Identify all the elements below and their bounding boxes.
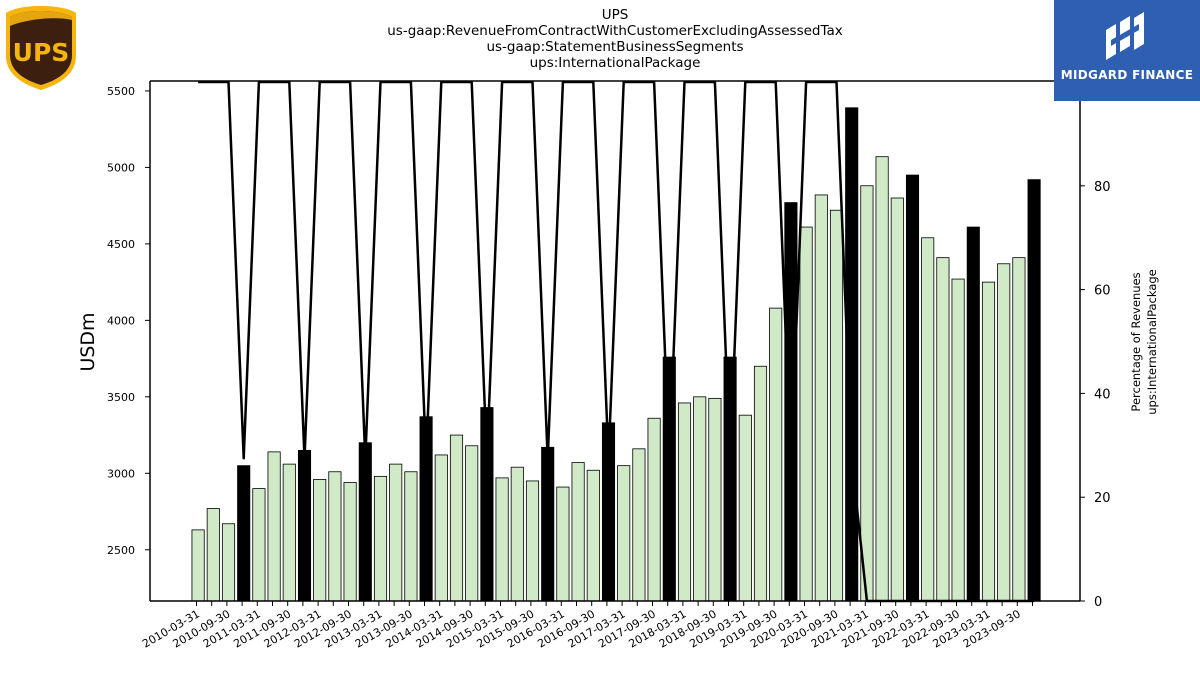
bar-2021-03-31 — [860, 185, 874, 602]
bar-2021-06-30 — [875, 156, 889, 602]
bar-2013-03-31 — [373, 475, 388, 602]
bar-2017-03-31 — [617, 465, 631, 602]
bar-2016-06-30 — [571, 462, 585, 602]
y-axis-ticks: 2500 3000 3500 4000 4500 5000 5500 — [107, 85, 150, 557]
bar-2018-06-30 — [693, 396, 707, 602]
bar-2019-03-31 — [738, 414, 752, 602]
bar-2014-03-31 — [434, 454, 448, 602]
bar-2014-06-30 — [449, 434, 464, 602]
bar-2013-06-30 — [389, 463, 403, 602]
bar-2019-12-31 — [784, 202, 798, 602]
bar-2012-03-31 — [313, 479, 327, 602]
bar-2020-09-30 — [829, 209, 844, 602]
bar-2022-09-30 — [951, 278, 965, 602]
ups-logo: UPS — [6, 6, 76, 90]
bar-2011-06-30 — [267, 451, 281, 602]
y-tick-label: 4000 — [107, 314, 135, 327]
bar-2011-03-31 — [252, 488, 266, 602]
y2-tick-label: 60 — [1094, 284, 1111, 299]
bar-2020-03-31 — [799, 226, 813, 602]
bar-2016-03-31 — [556, 486, 570, 602]
bar-2022-12-31 — [966, 226, 980, 602]
bar-2015-03-31 — [495, 477, 509, 602]
y-tick-label: 3500 — [107, 391, 135, 404]
bar-2017-06-30 — [632, 448, 646, 602]
y2-tick-label: 20 — [1094, 491, 1111, 506]
bar-2022-06-30 — [936, 257, 950, 602]
bar-series — [191, 107, 1041, 602]
bar-2021-12-31 — [905, 174, 920, 602]
bar-2013-09-30 — [404, 471, 418, 602]
bar-2015-12-31 — [541, 446, 555, 602]
bar-2014-09-30 — [465, 445, 479, 602]
bar-2018-03-31 — [677, 402, 692, 602]
bar-2011-12-31 — [297, 449, 312, 602]
y-tick-label: 4500 — [107, 238, 135, 251]
chart-subtitle-member: ups:InternationalPackage — [529, 55, 701, 71]
midgard-finance-logo: MIDGARD FINANCE — [1054, 0, 1200, 101]
y-tick-label: 5500 — [107, 85, 135, 98]
bar-2010-03-31 — [191, 529, 205, 602]
bar-2019-06-30 — [753, 365, 768, 602]
bar-2010-12-31 — [237, 465, 251, 602]
y-tick-label: 2500 — [107, 544, 135, 557]
bar-2022-03-31 — [921, 237, 935, 602]
bar-2010-09-30 — [221, 523, 236, 602]
bar-2017-09-30 — [647, 417, 661, 602]
bar-2012-06-30 — [328, 471, 342, 602]
bar-2016-09-30 — [586, 469, 600, 602]
y2-axis-ticks: 020406080100 — [1080, 76, 1119, 610]
midgard-mark-icon — [1106, 12, 1144, 60]
bar-2011-09-30 — [282, 463, 296, 602]
bar-2012-12-31 — [358, 442, 372, 602]
y2-tick-label: 40 — [1094, 387, 1111, 402]
bar-2019-09-30 — [769, 307, 783, 602]
bar-2018-12-31 — [723, 356, 737, 602]
bar-2023-03-31 — [981, 281, 996, 602]
chart-subtitle-concept: us-gaap:RevenueFromContractWithCustomerE… — [387, 23, 843, 39]
y2-tick-label: 0 — [1094, 595, 1102, 610]
bar-2020-06-30 — [814, 194, 828, 602]
y2-axis-label-line1: Percentage of Revenues — [1129, 272, 1143, 411]
bar-2017-12-31 — [662, 356, 676, 602]
axes — [149, 80, 1081, 602]
y-tick-label: 3000 — [107, 467, 135, 480]
y-tick-label: 5000 — [107, 161, 135, 174]
midgard-finance-label: MIDGARD FINANCE — [1060, 68, 1194, 82]
y-axis-label: USDm — [77, 312, 99, 371]
y2-tick-label: 80 — [1094, 180, 1111, 195]
bar-2021-09-30 — [890, 197, 904, 602]
bar-2010-06-30 — [206, 508, 220, 602]
chart-subtitle-axis: us-gaap:StatementBusinessSegments — [486, 39, 744, 55]
bar-2015-09-30 — [525, 480, 540, 602]
bar-2023-12-31 — [1027, 179, 1041, 602]
y2-axis-label-line2: ups:InternationalPackage — [1145, 269, 1159, 415]
bar-2015-06-30 — [510, 466, 524, 602]
bar-2023-09-30 — [1012, 257, 1026, 602]
bar-2018-09-30 — [708, 397, 722, 602]
bar-2023-06-30 — [997, 263, 1011, 602]
bar-2012-09-30 — [343, 482, 357, 602]
chart-title: UPS — [601, 7, 629, 23]
svg-text:UPS: UPS — [13, 38, 70, 67]
x-axis-ticks: 2010-03-312010-09-302011-03-312011-09-30… — [140, 601, 1033, 651]
